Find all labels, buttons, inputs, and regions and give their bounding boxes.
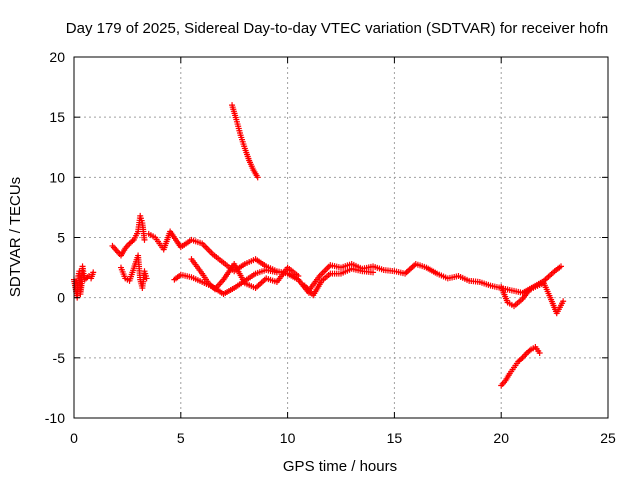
data-point [90,269,97,276]
x-tick-label: 0 [70,430,78,446]
data-point [558,263,565,270]
x-tick-label: 10 [280,430,296,446]
series-segment-11-23 [305,260,565,296]
data-point [254,174,261,181]
x-tick-label: 15 [387,430,403,446]
y-tick-label: 10 [49,169,65,185]
chart-title: Day 179 of 2025, Sidereal Day-to-day VTE… [66,20,608,37]
data-point [560,298,567,305]
series-early-scatter [71,263,97,301]
data-point [143,275,150,282]
series-segment-5-main [145,228,312,296]
series-negative-arc [498,344,543,389]
x-tick-label: 5 [177,430,185,446]
y-axis-label: SDTVAR / TECUs [7,177,24,297]
series-high-arc [229,102,261,181]
y-tick-label: 15 [49,109,65,125]
grid [74,57,608,418]
data-point [141,236,148,243]
y-tick-label: 0 [57,290,65,306]
data-point [370,269,377,276]
y-tick-label: 5 [57,230,65,246]
series-segment-low-3 [117,252,150,292]
data-point [273,269,280,276]
series-segment-11-lower [301,265,377,299]
x-tick-label: 25 [600,430,616,446]
data-series [71,102,567,389]
y-tick-label: 20 [49,49,65,65]
y-tick-label: -5 [53,350,66,366]
series-segment-wavy [188,256,302,293]
x-tick-label: 20 [493,430,509,446]
y-tick-label: -10 [45,410,65,426]
data-point [536,350,543,357]
series-segment-20-22 [498,280,567,317]
x-axis-label: GPS time / hours [283,458,397,475]
series-segment-2-5 [109,212,148,259]
data-point [295,273,302,280]
axis-ticks: 0 5 10 15 20 25 -10 -5 0 5 10 15 20 [45,49,616,446]
